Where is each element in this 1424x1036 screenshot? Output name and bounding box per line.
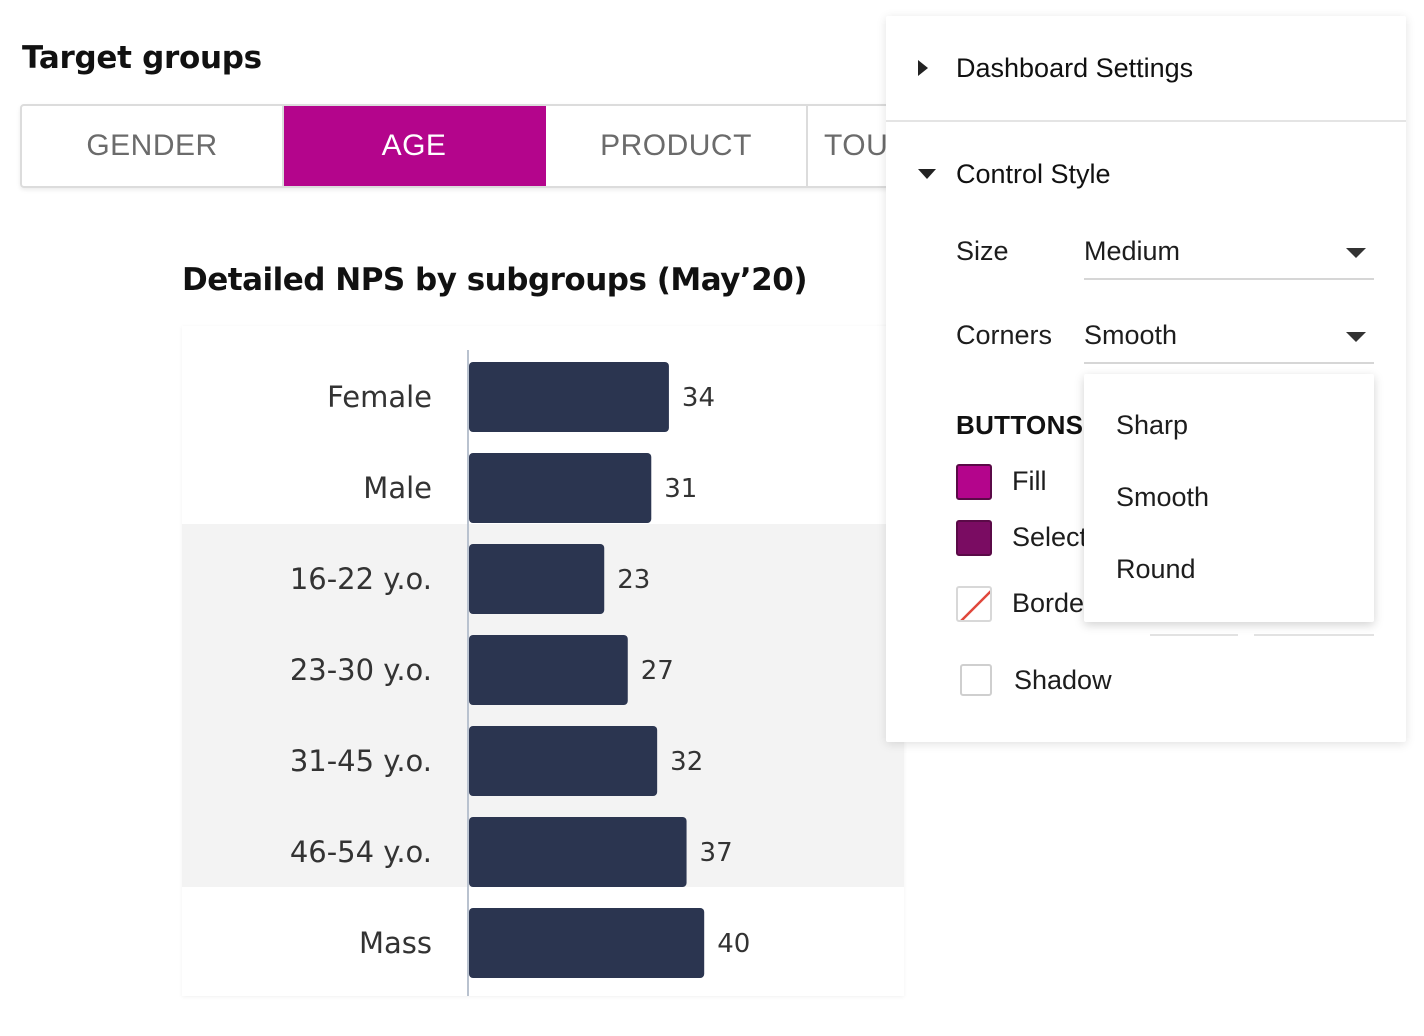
control-style-label: Control Style bbox=[956, 158, 1111, 189]
no-color-icon bbox=[960, 590, 990, 620]
corners-value: Smooth bbox=[1084, 320, 1178, 350]
tab-product[interactable]: PRODUCT bbox=[546, 106, 808, 186]
value-label: 32 bbox=[670, 747, 703, 777]
caret-right-icon bbox=[918, 60, 928, 76]
fill-label: Fill bbox=[1012, 466, 1047, 496]
dashboard-settings-header[interactable]: Dashboard Settings bbox=[886, 50, 1406, 86]
size-select[interactable]: Medium bbox=[1084, 232, 1374, 280]
nps-bar-chart-svg: Female 34 Male 31 16-22 y.o. 23 23-30 y.o. 27 31… bbox=[182, 350, 904, 996]
dropdown-arrow-icon bbox=[1346, 332, 1366, 342]
corners-select[interactable]: Smooth bbox=[1084, 316, 1374, 364]
category-label: 23-30 y.o. bbox=[290, 653, 432, 687]
corners-option-smooth[interactable]: Smooth bbox=[1116, 482, 1210, 512]
category-label: 46-54 y.o. bbox=[290, 835, 432, 869]
bar bbox=[469, 635, 628, 705]
fill-color-swatch[interactable] bbox=[956, 464, 992, 500]
category-label: Male bbox=[363, 471, 432, 505]
border-style-field[interactable] bbox=[1254, 634, 1374, 636]
border-label: Borde bbox=[1012, 588, 1085, 618]
border-width-field[interactable] bbox=[1150, 634, 1238, 636]
bar bbox=[469, 544, 605, 614]
bar bbox=[469, 908, 705, 978]
size-value: Medium bbox=[1084, 236, 1181, 266]
value-label: 23 bbox=[617, 565, 650, 595]
target-group-tabs: GENDER AGE PRODUCT TOU bbox=[20, 104, 920, 188]
chart-title: Detailed NPS by subgroups (May’20) bbox=[182, 262, 808, 298]
corners-label: Corners bbox=[956, 320, 1053, 350]
selected-label: Select bbox=[1012, 522, 1088, 552]
bar bbox=[469, 362, 669, 432]
value-label: 31 bbox=[664, 474, 697, 504]
bar bbox=[469, 726, 658, 796]
tab-age[interactable]: AGE bbox=[284, 106, 546, 186]
category-label: Mass bbox=[359, 926, 432, 960]
value-label: 27 bbox=[641, 656, 674, 686]
corners-option-sharp[interactable]: Sharp bbox=[1116, 410, 1189, 440]
bar bbox=[469, 817, 687, 887]
dropdown-arrow-icon bbox=[1346, 248, 1366, 258]
control-style-header[interactable]: Control Style bbox=[886, 156, 1406, 192]
value-label: 34 bbox=[682, 383, 715, 413]
value-label: 37 bbox=[700, 838, 733, 868]
nps-chart: Female 34 Male 31 16-22 y.o. 23 23-30 y.o. 27 31… bbox=[182, 326, 904, 996]
tab-touchpoint[interactable]: TOU bbox=[824, 129, 889, 162]
category-label: 31-45 y.o. bbox=[290, 744, 432, 778]
page-title: Target groups bbox=[22, 40, 262, 76]
tab-gender[interactable]: GENDER bbox=[22, 106, 284, 186]
dashboard-settings-label: Dashboard Settings bbox=[956, 52, 1194, 83]
value-label: 40 bbox=[717, 929, 750, 959]
caret-down-icon bbox=[918, 169, 936, 179]
corners-dropdown-menu: Sharp Smooth Round bbox=[1084, 374, 1374, 622]
category-label: Female bbox=[327, 380, 432, 414]
buttons-heading: BUTTONS bbox=[956, 410, 1084, 440]
shadow-label: Shadow bbox=[1014, 665, 1112, 695]
shadow-checkbox[interactable] bbox=[960, 664, 992, 696]
selected-color-swatch[interactable] bbox=[956, 520, 992, 556]
corners-option-round[interactable]: Round bbox=[1116, 554, 1196, 584]
border-color-swatch[interactable] bbox=[956, 586, 992, 622]
size-label: Size bbox=[956, 236, 1009, 266]
category-label: 16-22 y.o. bbox=[290, 562, 432, 596]
divider bbox=[886, 120, 1406, 122]
bar bbox=[469, 453, 652, 523]
